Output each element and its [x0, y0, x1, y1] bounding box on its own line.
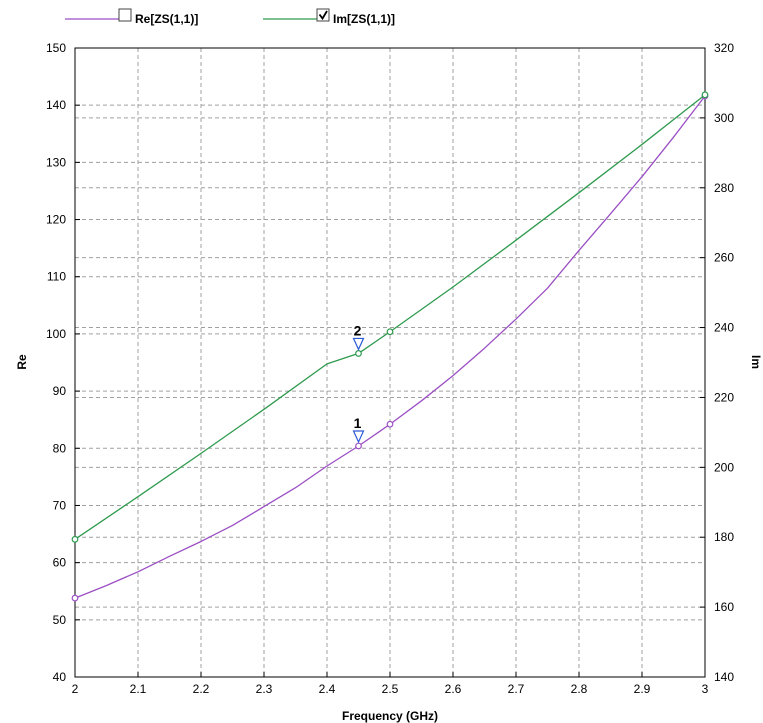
- y-left-tick-label: 150: [46, 41, 66, 55]
- y-right-tick-label: 220: [714, 390, 734, 404]
- legend-item-1[interactable]: Re[ZS(1,1)]: [65, 8, 198, 26]
- y-left-tick-label: 90: [53, 384, 67, 398]
- data-point[interactable]: [71, 594, 79, 602]
- y-axis-left: 40 50 60 70 80 90 100 110 120 130 140 150: [46, 41, 80, 684]
- y-left-tick-label: 120: [46, 213, 66, 227]
- legend[interactable]: Re[ZS(1,1)] Im[ZS(1,1)]: [65, 8, 395, 26]
- checkmark-icon: [318, 10, 328, 21]
- y-right-tick-label: 180: [714, 530, 734, 544]
- y-left-tick-label: 60: [53, 556, 67, 570]
- x-tick-label: 2.9: [634, 682, 651, 696]
- series-line-2: [74, 94, 706, 540]
- data-point[interactable]: [71, 535, 79, 543]
- series-layer: [71, 91, 709, 602]
- x-axis-title: Frequency (GHz): [342, 709, 438, 723]
- x-tick-label: 2.8: [571, 682, 588, 696]
- legend-checkbox[interactable]: [118, 8, 132, 22]
- x-tick-label: 2.7: [508, 682, 525, 696]
- y-left-tick-label: 40: [53, 670, 67, 684]
- y-left-tick-label: 80: [53, 441, 67, 455]
- marker-triangle[interactable]: [352, 337, 365, 351]
- legend-label: Im[ZS(1,1)]: [333, 12, 395, 26]
- series-line-1: [74, 95, 706, 599]
- legend-item-2[interactable]: Im[ZS(1,1)]: [263, 8, 395, 26]
- y-right-tick-label: 200: [714, 460, 734, 474]
- data-point[interactable]: [386, 328, 394, 336]
- x-tick-label: 2.5: [382, 682, 399, 696]
- x-axis: 2 2.1 2.2 2.3 2.4 2.5 2.6 2.7 2.8 2.9 3: [72, 672, 709, 696]
- x-tick-label: 2.6: [445, 682, 462, 696]
- grid-layer: [75, 48, 705, 677]
- x-tick-label: 2: [72, 682, 79, 696]
- marker-layer: 12: [352, 322, 365, 444]
- data-point[interactable]: [386, 420, 394, 428]
- y-left-tick-label: 110: [47, 270, 66, 284]
- y-right-tick-label: 240: [714, 321, 734, 335]
- y-right-tick-label: 320: [714, 41, 734, 55]
- y-left-tick-label: 70: [53, 498, 67, 512]
- y-right-tick-label: 160: [714, 600, 734, 614]
- marker-label: 2: [354, 322, 362, 338]
- x-tick-label: 2.4: [319, 682, 336, 696]
- y-left-tick-label: 100: [46, 327, 66, 341]
- y-right-tick-label: 140: [714, 670, 734, 684]
- y-axis-right-title: Im: [749, 355, 763, 369]
- y-left-tick-label: 130: [46, 155, 66, 169]
- marker-label: 1: [354, 415, 362, 431]
- y-axis-left-title: Re: [15, 354, 29, 370]
- x-tick-label: 3: [702, 682, 709, 696]
- y-axis-right: 140 160 180 200 220 240 260 280 300 320: [700, 41, 734, 684]
- y-left-tick-label: 140: [46, 98, 66, 112]
- x-tick-label: 2.2: [193, 682, 210, 696]
- x-tick-label: 2.3: [256, 682, 273, 696]
- data-point[interactable]: [701, 91, 709, 99]
- y-right-tick-label: 300: [714, 111, 734, 125]
- y-right-tick-label: 280: [714, 181, 734, 195]
- legend-label: Re[ZS(1,1)]: [135, 12, 198, 26]
- data-point[interactable]: [355, 350, 362, 357]
- y-left-tick-label: 50: [53, 613, 67, 627]
- y-right-tick-label: 260: [714, 251, 734, 265]
- marker-triangle[interactable]: [352, 430, 365, 444]
- x-tick-label: 2.1: [130, 682, 147, 696]
- data-point[interactable]: [355, 442, 362, 450]
